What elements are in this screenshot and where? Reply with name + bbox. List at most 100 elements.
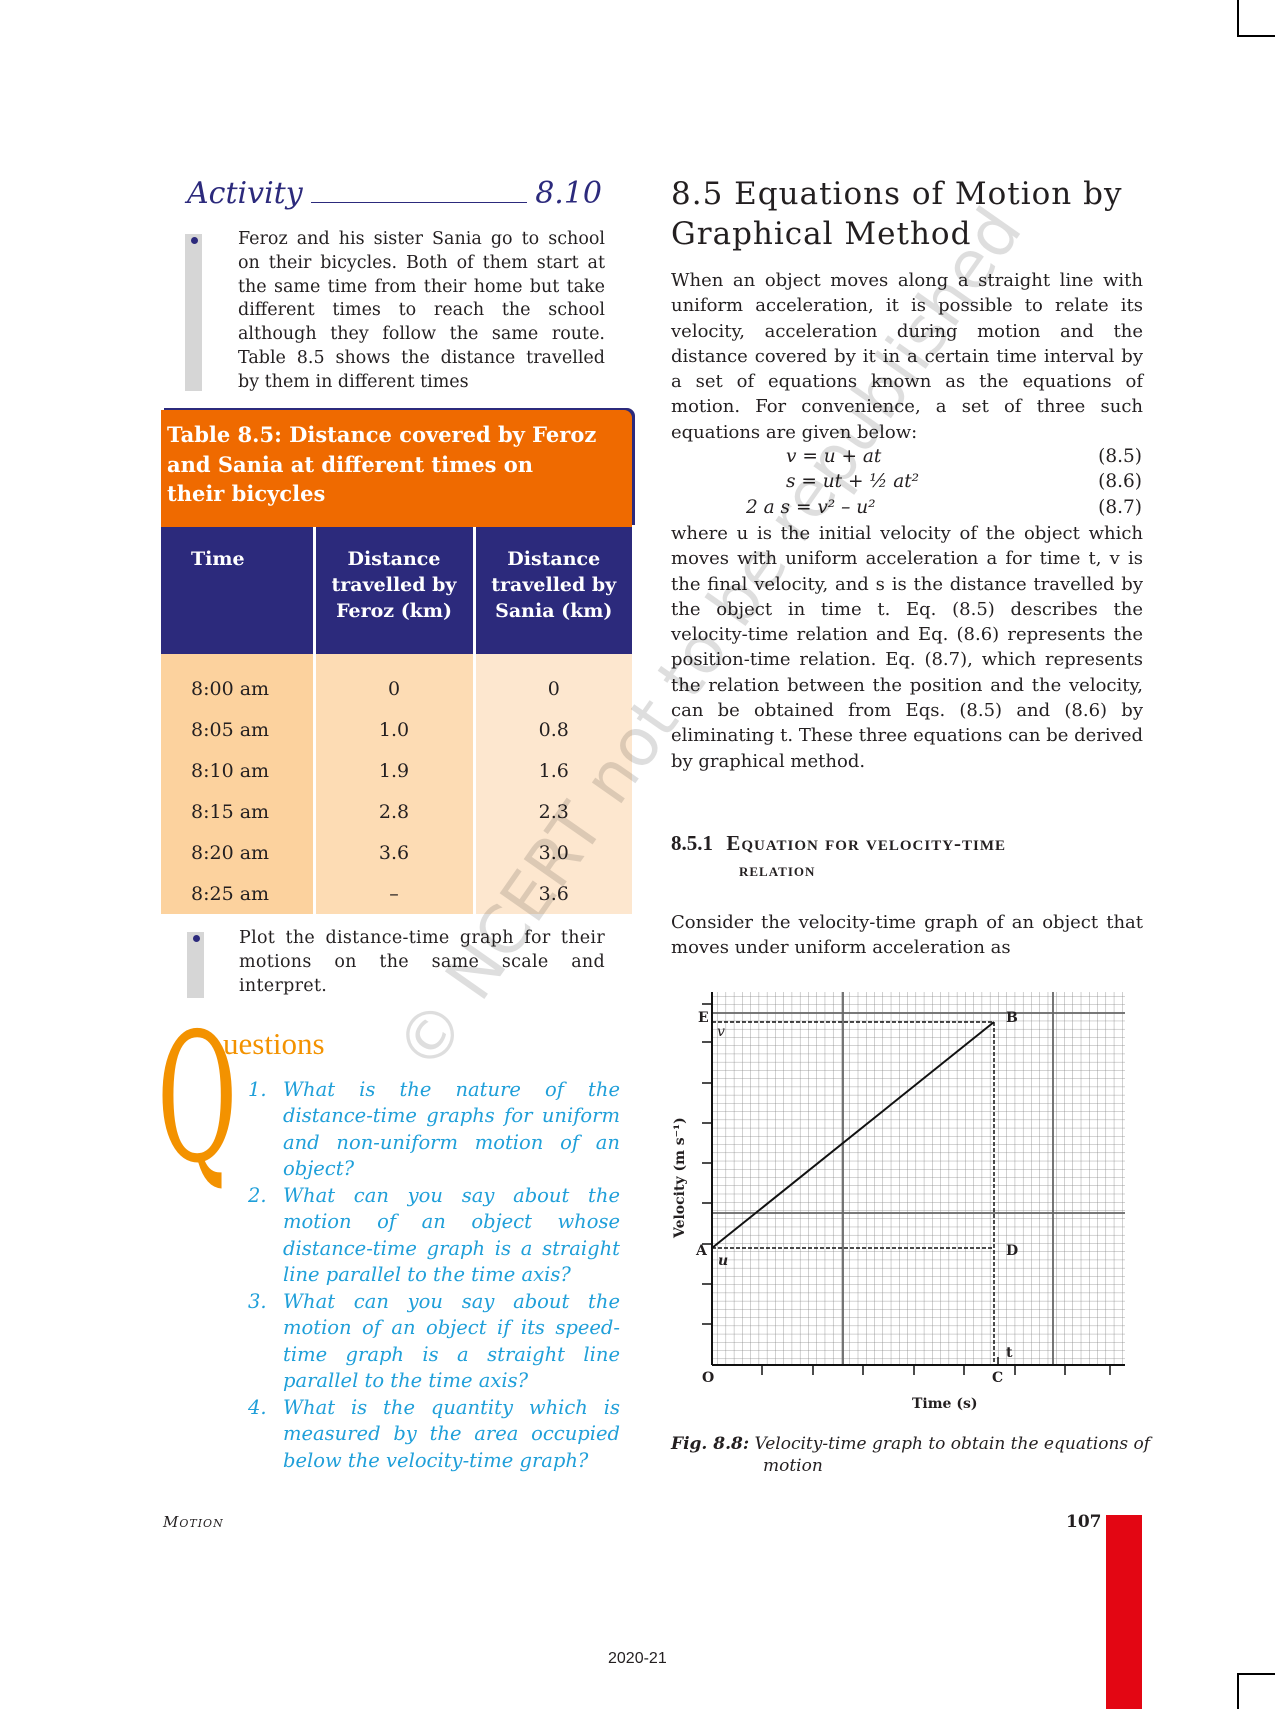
- page-accent-bar: [1106, 1515, 1142, 1709]
- table-row: 8:25 am –3.6: [161, 873, 632, 914]
- cell-feroz: 3.6: [312, 832, 474, 873]
- section-title-text: Equations of Motion by Graphical Method: [671, 176, 1123, 252]
- table-row: 8:10 am 1.9 1.6: [161, 750, 632, 791]
- cell-time: 8:05 am: [161, 709, 314, 750]
- cell-feroz: –: [312, 873, 474, 914]
- cell-feroz: 1.0: [312, 709, 474, 750]
- bullet-icon: [191, 237, 198, 244]
- question-item: 4. What is the quantity which is measured…: [248, 1395, 620, 1474]
- section-title: 8.5 Equations of Motion by Graphical Met…: [671, 174, 1143, 254]
- activity-number: 8.10: [535, 176, 602, 211]
- section-intro: When an object moves along a straight li…: [671, 270, 1143, 443]
- caption-text: Velocity-time graph to obtain the equati…: [754, 1434, 1151, 1476]
- velocity-line: [711, 1021, 995, 1249]
- activity-side-bar: [185, 234, 202, 391]
- question-text: What is the quantity which is measured b…: [283, 1396, 620, 1472]
- equation-lhs: s: [786, 471, 796, 493]
- table-row: 8:15 am 2.8 2.3: [161, 791, 632, 832]
- cell-sania: 2.3: [472, 791, 632, 832]
- cell-time: 8:10 am: [161, 750, 314, 791]
- section-explanation: where u is the initial velocity of the o…: [671, 523, 1143, 772]
- question-text: What is the nature of the distance-time …: [283, 1078, 620, 1180]
- page-number: 107: [1066, 1512, 1102, 1532]
- footer-chapter: Motion: [163, 1513, 224, 1531]
- cell-feroz: 2.8: [312, 791, 474, 832]
- caption-label: Fig. 8.8:: [671, 1434, 750, 1454]
- subsection-heading: 8.5.1 Equation for velocity-time relatio…: [671, 830, 1143, 882]
- x-axis-label: Time (s): [912, 1396, 978, 1412]
- bullet-icon: [193, 935, 200, 942]
- table-title-line: their bicycles: [167, 481, 326, 506]
- plot-side-bar: [187, 932, 204, 998]
- question-text: What can you say about the motion of an …: [283, 1184, 620, 1286]
- point-label-E: E: [698, 1010, 709, 1026]
- table-title-line: and Sania at different times on: [167, 451, 534, 477]
- plot-instruction: Plot the distance-time graph for their m…: [239, 928, 605, 996]
- cell-sania: 1.6: [472, 750, 632, 791]
- activity-text: Feroz and his sister Sania go to school …: [238, 229, 605, 392]
- distance-table: Time Distance travelled by Feroz (km) Di…: [161, 527, 632, 914]
- equation: v = u + at: [786, 446, 881, 467]
- question-number: 3.: [248, 1290, 267, 1313]
- question-number: 1.: [248, 1078, 267, 1101]
- crop-mark: [1237, 0, 1239, 36]
- header-sania: Distance travelled by Sania (km): [472, 527, 632, 654]
- cell-time: 8:15 am: [161, 791, 314, 832]
- table-title: Table 8.5: Distance covered by Feroz and…: [161, 410, 632, 527]
- equation-number: (8.7): [1098, 496, 1142, 518]
- crop-mark: [1237, 35, 1275, 37]
- cell-sania: 0.8: [472, 709, 632, 750]
- point-label-C: C: [992, 1370, 1004, 1386]
- cell-time: 8:00 am: [161, 654, 314, 709]
- velocity-time-graph: [702, 992, 1125, 1375]
- equation-lhs: v: [786, 446, 797, 467]
- crop-mark: [1237, 1673, 1239, 1709]
- activity-heading: Activity 8.10: [187, 176, 602, 211]
- question-number: 2.: [248, 1184, 267, 1207]
- axis-ticks: [702, 1003, 1111, 1375]
- activity-label: Activity: [187, 176, 303, 211]
- point-label-A: A: [696, 1243, 707, 1259]
- dashed-guides: [712, 1021, 995, 1365]
- subsection-number: 8.5.1: [671, 831, 713, 855]
- cell-sania: 3.6: [472, 873, 632, 914]
- label-u: u: [718, 1253, 729, 1269]
- subsection-text: Consider the velocity-time graph of an o…: [671, 912, 1143, 959]
- cell-sania: 0: [472, 654, 632, 709]
- y-axis-label: Velocity (m s⁻¹): [672, 1117, 688, 1238]
- question-number: 4.: [248, 1396, 267, 1419]
- table-row: 8:00 am 0 0: [161, 654, 632, 709]
- equation: 2 a s = v² – u²: [746, 497, 876, 518]
- axes: [711, 992, 1125, 1366]
- point-label-B: B: [1006, 1010, 1018, 1026]
- cell-sania: 3.0: [472, 832, 632, 873]
- grid: [712, 992, 1125, 1365]
- point-label-D: D: [1006, 1243, 1019, 1259]
- subsection-title: Equation for velocity-time: [726, 831, 1007, 855]
- cell-feroz: 0: [312, 654, 474, 709]
- label-t: t: [1006, 1345, 1013, 1361]
- table-row: 8:05 am 1.0 0.8: [161, 709, 632, 750]
- cell-feroz: 1.9: [312, 750, 474, 791]
- equation-rhs: = ut + ½ at²: [801, 471, 920, 493]
- cell-time: 8:25 am: [161, 873, 314, 914]
- equation-rhs: = v² – u²: [795, 496, 876, 518]
- equation-rhs: = u + at: [802, 446, 882, 467]
- equation: s = ut + ½ at²: [786, 471, 919, 492]
- table-row: 8:20 am 3.6 3.0: [161, 832, 632, 873]
- equation-lhs: 2 a s: [746, 496, 791, 518]
- question-item: 1. What is the nature of the distance-tim…: [248, 1077, 620, 1182]
- major-grid: [712, 992, 1125, 1365]
- question-item: 2. What can you say about the motion of a…: [248, 1183, 620, 1288]
- header-time: Time: [161, 527, 314, 654]
- header-feroz: Distance travelled by Feroz (km): [312, 527, 474, 654]
- questions-drop-cap: Q: [157, 995, 238, 1202]
- figure-caption: Fig. 8.8: Velocity-time graph to obtain …: [671, 1433, 1151, 1477]
- point-label-O: O: [702, 1370, 715, 1386]
- questions-heading: uestions: [223, 1026, 325, 1061]
- equation-number: (8.6): [1098, 471, 1142, 493]
- table-title-line: Table 8.5: Distance covered by Feroz: [167, 422, 597, 447]
- equation-number: (8.5): [1098, 446, 1142, 467]
- section-number: 8.5: [671, 176, 724, 212]
- question-item: 3. What can you say about the motion of a…: [248, 1289, 620, 1394]
